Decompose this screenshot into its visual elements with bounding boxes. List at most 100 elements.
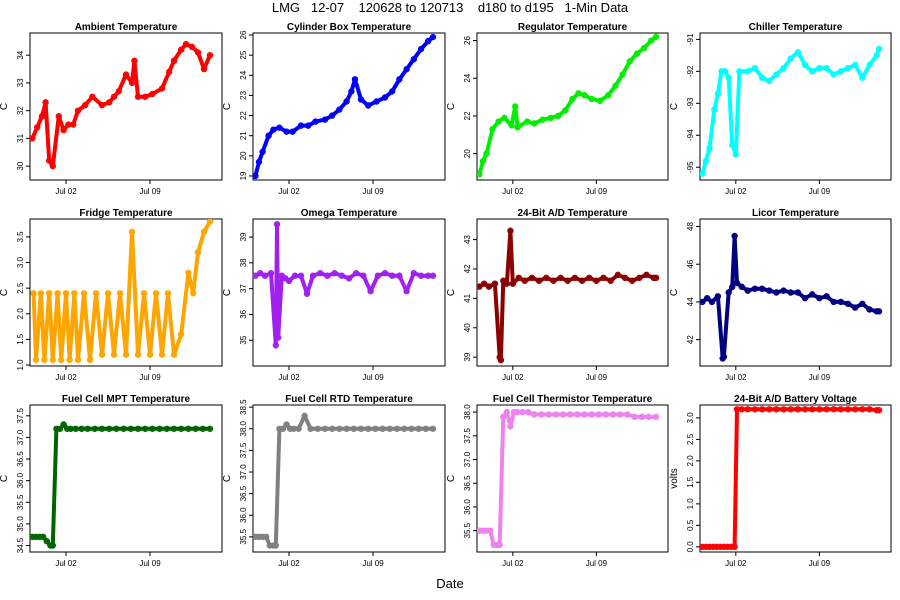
data-point	[766, 77, 773, 85]
data-point	[74, 356, 82, 364]
data-point	[253, 272, 259, 279]
data-point	[744, 287, 751, 294]
data-point	[141, 93, 149, 100]
data-point	[297, 272, 305, 279]
data-point	[47, 542, 54, 549]
y-axis-label: C	[0, 289, 10, 296]
data-point	[766, 406, 773, 413]
series-segment	[513, 104, 520, 130]
data-point	[305, 122, 312, 129]
data-point	[329, 425, 336, 432]
data-point	[49, 356, 57, 364]
data-point	[152, 290, 160, 297]
y-tick-label: 23	[239, 90, 248, 99]
series-segment	[167, 58, 176, 74]
data-point	[636, 274, 643, 281]
data-point	[69, 121, 77, 128]
data-point	[291, 272, 299, 279]
y-tick-label: 43	[463, 235, 472, 244]
data-point	[593, 277, 600, 284]
data-point	[531, 411, 538, 418]
x-tick-label: Jul 02	[278, 187, 300, 196]
data-point	[564, 277, 571, 284]
y-axis-label: C	[222, 475, 233, 482]
data-point	[607, 277, 614, 284]
x-tick-label: Jul 02	[55, 373, 77, 382]
data-series	[700, 232, 883, 362]
data-point	[586, 274, 593, 281]
data-point	[41, 356, 48, 364]
data-point	[120, 425, 127, 432]
x-tick-label: Jul 02	[502, 373, 524, 382]
data-point	[357, 425, 365, 432]
data-point	[381, 269, 389, 277]
data-point	[60, 126, 67, 134]
x-tick-label: Jul 09	[139, 373, 161, 382]
data-point	[729, 283, 736, 291]
plot-frame	[29, 218, 223, 367]
y-tick-label: 33	[16, 78, 25, 87]
y-axis-label: C	[446, 289, 457, 296]
series-segment	[497, 414, 506, 547]
panel-title: Fuel Cell RTD Temperature	[285, 394, 413, 405]
data-point	[401, 425, 408, 432]
y-axis-label: C	[669, 103, 680, 110]
data-point	[98, 351, 106, 358]
data-point	[66, 356, 73, 364]
x-tick-label: Jul 02	[278, 373, 300, 382]
data-point	[773, 406, 780, 413]
data-point	[851, 61, 859, 69]
data-point	[648, 37, 655, 44]
series-segment	[43, 100, 52, 163]
data-point	[706, 543, 713, 551]
data-point	[724, 543, 731, 551]
data-point	[279, 425, 287, 432]
y-tick-label: 36.0	[16, 472, 25, 488]
data-point	[263, 533, 270, 541]
data-point	[787, 55, 794, 62]
data-point	[324, 272, 331, 279]
data-point	[552, 411, 559, 418]
data-point	[801, 406, 809, 413]
data-point	[393, 425, 401, 432]
data-point	[200, 65, 208, 73]
data-point	[809, 291, 816, 298]
data-point	[794, 48, 802, 56]
plot-frame	[476, 32, 669, 181]
data-point	[34, 124, 41, 131]
data-point	[98, 425, 106, 432]
series-segment	[707, 107, 717, 151]
data-point	[422, 425, 429, 432]
y-tick-label: 39	[239, 232, 248, 241]
data-point	[645, 413, 653, 421]
data-point	[345, 275, 353, 282]
data-point	[415, 425, 422, 432]
data-point	[652, 413, 660, 421]
series-segment	[179, 270, 191, 337]
data-point	[550, 277, 557, 284]
y-axis-label: C	[222, 103, 233, 110]
y-tick-label: 36	[239, 309, 248, 318]
y-tick-label: 36.5	[463, 475, 472, 491]
data-point	[410, 55, 417, 63]
data-point	[711, 106, 718, 113]
data-point	[331, 269, 338, 277]
data-point	[809, 406, 816, 413]
data-point	[494, 541, 501, 549]
x-tick-label: Jul 09	[586, 373, 608, 382]
y-tick-label: 20	[463, 149, 472, 158]
data-point	[508, 122, 515, 129]
data-point	[194, 49, 202, 56]
data-point	[149, 425, 156, 432]
data-point	[733, 279, 741, 287]
y-tick-label: -92	[686, 65, 695, 77]
y-tick-label: 1.0	[686, 498, 695, 510]
data-point	[321, 425, 329, 432]
data-point	[84, 425, 91, 432]
data-point	[81, 101, 89, 109]
y-tick-label: 1.0	[16, 359, 25, 371]
data-point	[545, 411, 552, 418]
plot-frame	[252, 404, 446, 553]
data-series	[477, 408, 660, 549]
data-point	[507, 423, 514, 430]
